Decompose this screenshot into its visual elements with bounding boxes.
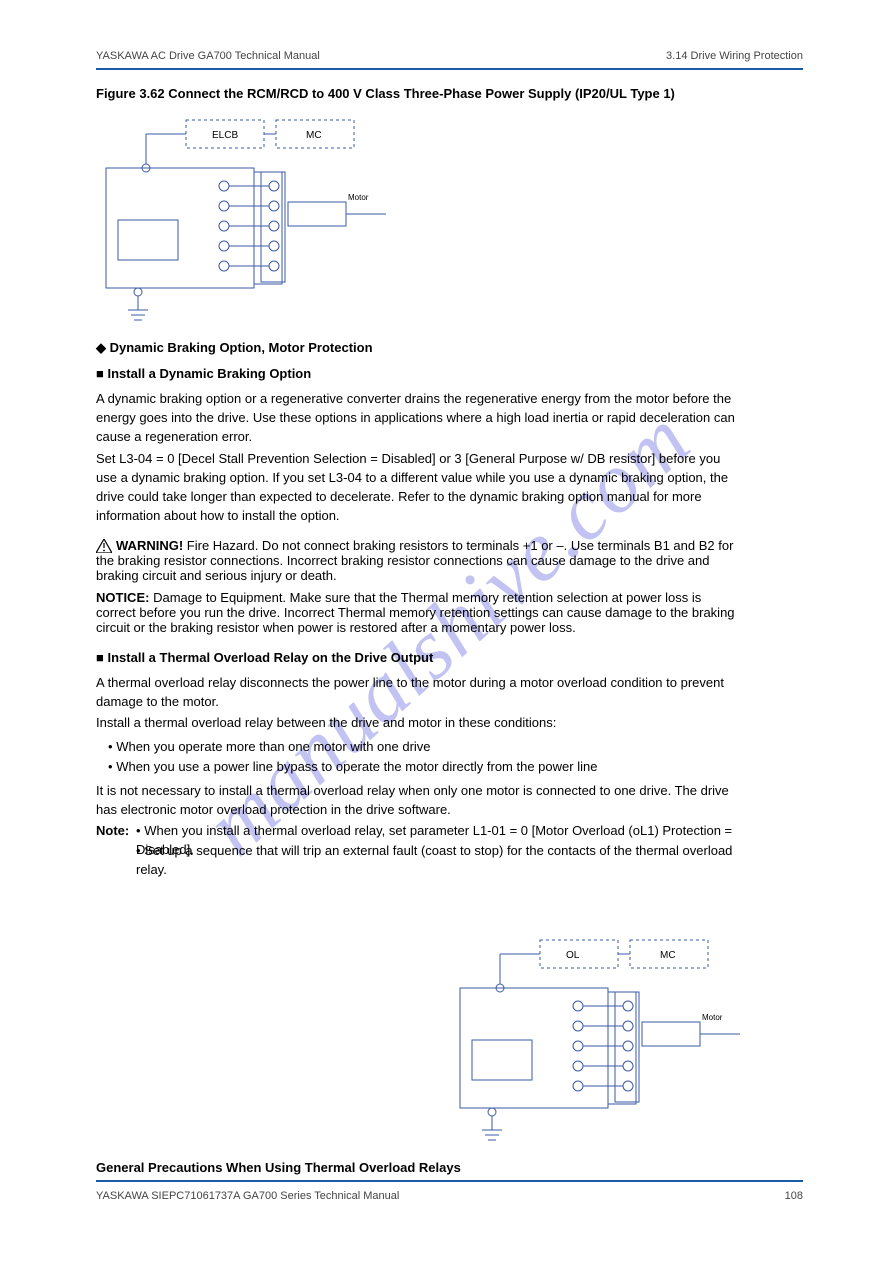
notice-text: Damage to Equipment. Make sure that the … — [96, 590, 735, 635]
sub-heading-install-db: ■ Install a Dynamic Braking Option — [96, 366, 311, 381]
subheading-bullet-icon: ■ — [96, 366, 104, 381]
page-header: YASKAWA AC Drive GA700 Technical Manual … — [96, 50, 803, 62]
heading-text: Dynamic Braking Option, Motor Protection — [110, 340, 373, 355]
figure-1-caption: Figure 3.62 Connect the RCM/RCD to 400 V… — [96, 86, 675, 101]
notes-label: Note: — [96, 822, 136, 841]
subheading2-text: Install a Thermal Overload Relay on the … — [107, 650, 433, 665]
paragraph-4: Install a thermal overload relay between… — [96, 714, 736, 733]
warning-block: WARNING! Fire Hazard. Do not connect bra… — [96, 538, 736, 583]
bullet-icon: • — [136, 843, 141, 858]
note-text: Set up a sequence that will trip an exte… — [136, 843, 732, 877]
footer-page-number: 108 — [785, 1190, 803, 1202]
bullet-icon: • — [108, 759, 113, 774]
bullet-icon: • — [108, 739, 113, 754]
figure-1-diagram: ELCB MC Motor — [96, 110, 436, 333]
note-b: • Set up a sequence that will trip an ex… — [136, 842, 736, 880]
wiring-diagram-svg: OL MC Motor — [450, 930, 790, 1150]
svg-text:MC: MC — [660, 950, 676, 961]
footer-left: YASKAWA SIEPC71061737A GA700 Series Tech… — [96, 1190, 399, 1202]
notice-label: NOTICE: — [96, 590, 149, 605]
header-title: YASKAWA AC Drive GA700 Technical Manual — [96, 50, 320, 62]
subheading-text: Install a Dynamic Braking Option — [107, 366, 311, 381]
bullet-text: When you use a power line bypass to oper… — [116, 759, 597, 774]
paragraph-1: A dynamic braking option or a regenerati… — [96, 390, 736, 447]
sub-heading-thermal-relay: ■ Install a Thermal Overload Relay on th… — [96, 650, 433, 665]
bullet-text: When you operate more than one motor wit… — [116, 739, 430, 754]
bullet-item-2: • When you use a power line bypass to op… — [108, 758, 748, 777]
page-container: YASKAWA AC Drive GA700 Technical Manual … — [0, 0, 893, 1263]
wiring-diagram-svg: ELCB MC Motor — [96, 110, 436, 330]
svg-text:Motor: Motor — [348, 193, 369, 202]
paragraph-3: A thermal overload relay disconnects the… — [96, 674, 736, 712]
bullet-icon: • — [136, 823, 141, 838]
footer-rule — [96, 1180, 803, 1182]
warning-text: Fire Hazard. Do not connect braking resi… — [96, 538, 733, 583]
precautions-heading: General Precautions When Using Thermal O… — [96, 1160, 461, 1175]
warning-icon — [96, 539, 112, 553]
paragraph-5: It is not necessary to install a thermal… — [96, 782, 736, 820]
heading-bullet-icon: ◆ — [96, 340, 106, 355]
page-content: ELCB MC Motor Figure 3.62 Connect the RCM/… — [96, 70, 803, 1180]
paragraph-2: Set L3-04 = 0 [Decel Stall Prevention Se… — [96, 450, 736, 525]
svg-text:ELCB: ELCB — [212, 130, 238, 141]
svg-text:Motor: Motor — [702, 1013, 723, 1022]
page-footer: YASKAWA SIEPC71061737A GA700 Series Tech… — [96, 1190, 803, 1202]
warning-label: WARNING! — [116, 538, 183, 553]
svg-text:MC: MC — [306, 130, 322, 141]
subheading2-bullet-icon: ■ — [96, 650, 104, 665]
header-section: 3.14 Drive Wiring Protection — [666, 50, 803, 62]
section-heading-dynamic-braking: ◆ Dynamic Braking Option, Motor Protecti… — [96, 340, 373, 356]
figure-2-diagram: OL MC Motor — [450, 930, 790, 1153]
svg-text:OL: OL — [566, 950, 580, 961]
bullet-item-1: • When you operate more than one motor w… — [108, 738, 748, 757]
notice-block: NOTICE: Damage to Equipment. Make sure t… — [96, 590, 736, 635]
